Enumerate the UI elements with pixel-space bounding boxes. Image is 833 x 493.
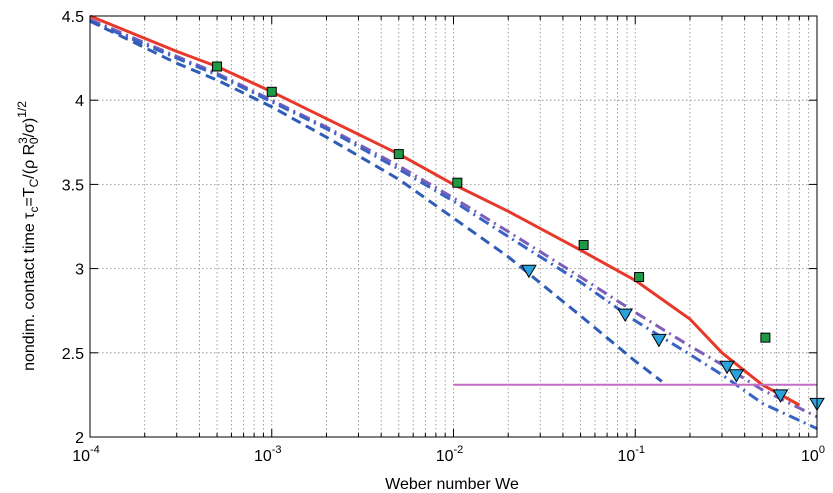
y-label-sup-half: 1/2 [15,101,29,118]
square-marker [760,332,771,343]
series-line-4-dashed [89,19,663,383]
x-tick-base: 10 [801,448,819,465]
y-tick-label: 2.5 [62,346,84,363]
series-lines [89,14,818,430]
x-tick-exponent: -1 [635,444,645,456]
x-tick-label: 10-3 [254,444,282,465]
square-marker [266,86,277,97]
y-tick-label: 4 [75,93,84,110]
y-label-sup-3: 3 [16,137,30,144]
x-tick-base: 10 [436,448,454,465]
y-tick-label: 2 [75,430,84,447]
x-tick-exponent: -3 [272,444,282,456]
square-marker [452,177,463,188]
x-tick-exponent: -4 [90,444,100,456]
y-axis-label: nondim. contact time τc=TC/(ρ R30/σ)1/2 [15,101,41,371]
x-tick-exponent: 0 [819,444,825,456]
triangle-marker [728,369,745,383]
grid-lines [90,16,817,437]
triangle-marker [617,308,634,323]
y-tick-label: 3.5 [62,177,84,194]
x-tick-label: 10-2 [436,444,464,465]
x-tick-base: 10 [72,448,90,465]
data-markers [212,61,825,412]
y-tick-label: 3 [75,262,84,279]
series-line-3-dashdot [89,19,818,430]
y-label-sub-0: 0 [27,137,41,144]
plot-frame [89,15,818,438]
y-label-sub-c: c [27,207,41,213]
triangle-marker [651,333,667,348]
square-marker [634,272,645,283]
square-marker [212,61,223,72]
x-tick-label: 10-4 [72,444,100,465]
x-tick-base: 10 [254,448,272,465]
y-label-sub-C: C [27,178,41,187]
square-marker [393,149,404,160]
square-marker [578,240,589,251]
triangle-marker [521,264,537,279]
x-axis-label: Weber number We [385,476,519,493]
x-tick-exponent: -2 [454,444,464,456]
x-tick-label: 10-1 [617,444,645,465]
triangle-marker [772,389,789,403]
y-tick-label: 4.5 [62,9,84,26]
y-label-part-c: /(ρ R [21,144,38,179]
series-line-1-solid [89,14,801,407]
y-label-part-b: =T [21,187,38,206]
y-label-part-a: nondim. contact time τ [21,212,38,371]
triangle-marker [719,360,735,375]
x-tick-base: 10 [617,448,635,465]
y-label-part-d: /σ) [21,118,38,138]
x-tick-label: 100 [801,444,825,465]
